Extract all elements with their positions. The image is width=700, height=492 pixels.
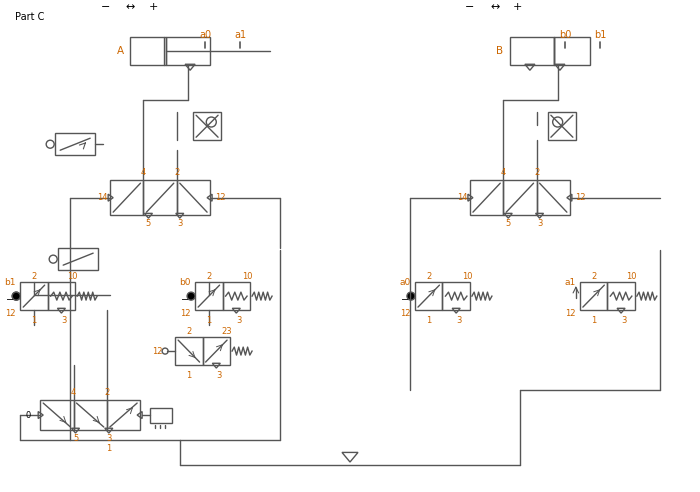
Bar (74, 400, 107, 430)
Text: −: − (401, 295, 409, 305)
Text: 12: 12 (152, 346, 162, 356)
Bar (166, 37, 210, 65)
Text: 12: 12 (575, 193, 585, 202)
Text: 1: 1 (106, 443, 111, 453)
Circle shape (12, 292, 20, 300)
Text: 3: 3 (216, 370, 222, 379)
Text: 10: 10 (462, 272, 472, 280)
Text: 3: 3 (237, 315, 242, 325)
Bar (144, 180, 177, 215)
Text: 2: 2 (206, 272, 211, 280)
Text: 10: 10 (67, 272, 78, 280)
Bar (415, 282, 442, 310)
Text: b0: b0 (179, 277, 191, 287)
Text: 1: 1 (206, 315, 211, 325)
Bar (202, 337, 230, 365)
Text: 5: 5 (73, 433, 78, 442)
Circle shape (407, 292, 415, 300)
Text: 3: 3 (456, 315, 462, 325)
Text: ↔: ↔ (490, 2, 500, 12)
Text: b1: b1 (4, 277, 16, 287)
Text: 1: 1 (32, 315, 36, 325)
Bar (130, 37, 166, 65)
Bar (548, 112, 576, 140)
Text: a1: a1 (234, 31, 246, 40)
Text: 3: 3 (177, 218, 183, 228)
Bar (580, 282, 608, 310)
Text: 4: 4 (71, 388, 76, 397)
Text: 3: 3 (537, 218, 542, 228)
Text: 10: 10 (626, 272, 637, 280)
Text: A: A (117, 46, 124, 56)
Text: 2: 2 (591, 272, 596, 280)
Text: 2: 2 (534, 168, 539, 177)
Text: 5: 5 (505, 218, 511, 228)
Bar (223, 282, 250, 310)
Text: 4: 4 (500, 168, 506, 177)
Text: 12: 12 (5, 308, 15, 318)
Bar (177, 180, 210, 215)
Text: 2: 2 (426, 272, 431, 280)
Text: 23: 23 (222, 327, 232, 336)
Bar (195, 282, 223, 310)
Bar (58, 248, 98, 270)
Text: 4: 4 (141, 168, 146, 177)
Text: 14: 14 (456, 193, 467, 202)
Bar (193, 112, 221, 140)
Bar (503, 180, 537, 215)
Text: b1: b1 (594, 31, 606, 40)
Text: 3: 3 (622, 315, 626, 325)
Circle shape (187, 292, 195, 300)
Text: 10: 10 (241, 272, 252, 280)
Text: b0: b0 (559, 31, 571, 40)
Text: 2: 2 (104, 388, 109, 397)
Text: 12: 12 (400, 308, 410, 318)
Text: 1: 1 (186, 370, 192, 379)
Text: Part C: Part C (15, 12, 45, 22)
Bar (175, 337, 202, 365)
Text: 2: 2 (32, 272, 36, 280)
Bar (470, 180, 503, 215)
Bar (554, 37, 590, 65)
Bar (40, 400, 74, 430)
Bar (608, 282, 635, 310)
Text: 12: 12 (215, 193, 225, 202)
Bar (150, 407, 172, 423)
Text: −: − (466, 2, 475, 12)
Text: ↔: ↔ (125, 2, 135, 12)
Text: a0: a0 (399, 277, 411, 287)
Bar (48, 282, 75, 310)
Text: 2: 2 (186, 327, 192, 336)
Text: 12: 12 (565, 308, 575, 318)
Text: +: + (513, 2, 523, 12)
Text: −: − (101, 2, 110, 12)
Text: 1: 1 (426, 315, 431, 325)
Text: 14: 14 (97, 193, 107, 202)
Text: B: B (496, 46, 503, 56)
Bar (510, 37, 554, 65)
Text: 5: 5 (146, 218, 151, 228)
Text: 12: 12 (180, 308, 190, 318)
Bar (110, 180, 144, 215)
Text: 0: 0 (26, 410, 31, 420)
Bar (442, 282, 470, 310)
Text: 2: 2 (174, 168, 179, 177)
Text: −: − (181, 295, 189, 305)
Text: −: − (6, 295, 14, 305)
Text: +: + (148, 2, 158, 12)
Bar (20, 282, 48, 310)
Bar (55, 133, 95, 155)
Text: 3: 3 (106, 433, 111, 442)
Text: a0: a0 (199, 31, 211, 40)
Text: a1: a1 (564, 277, 575, 287)
Text: 3: 3 (62, 315, 67, 325)
Bar (537, 180, 570, 215)
Bar (107, 400, 140, 430)
Text: 1: 1 (591, 315, 596, 325)
